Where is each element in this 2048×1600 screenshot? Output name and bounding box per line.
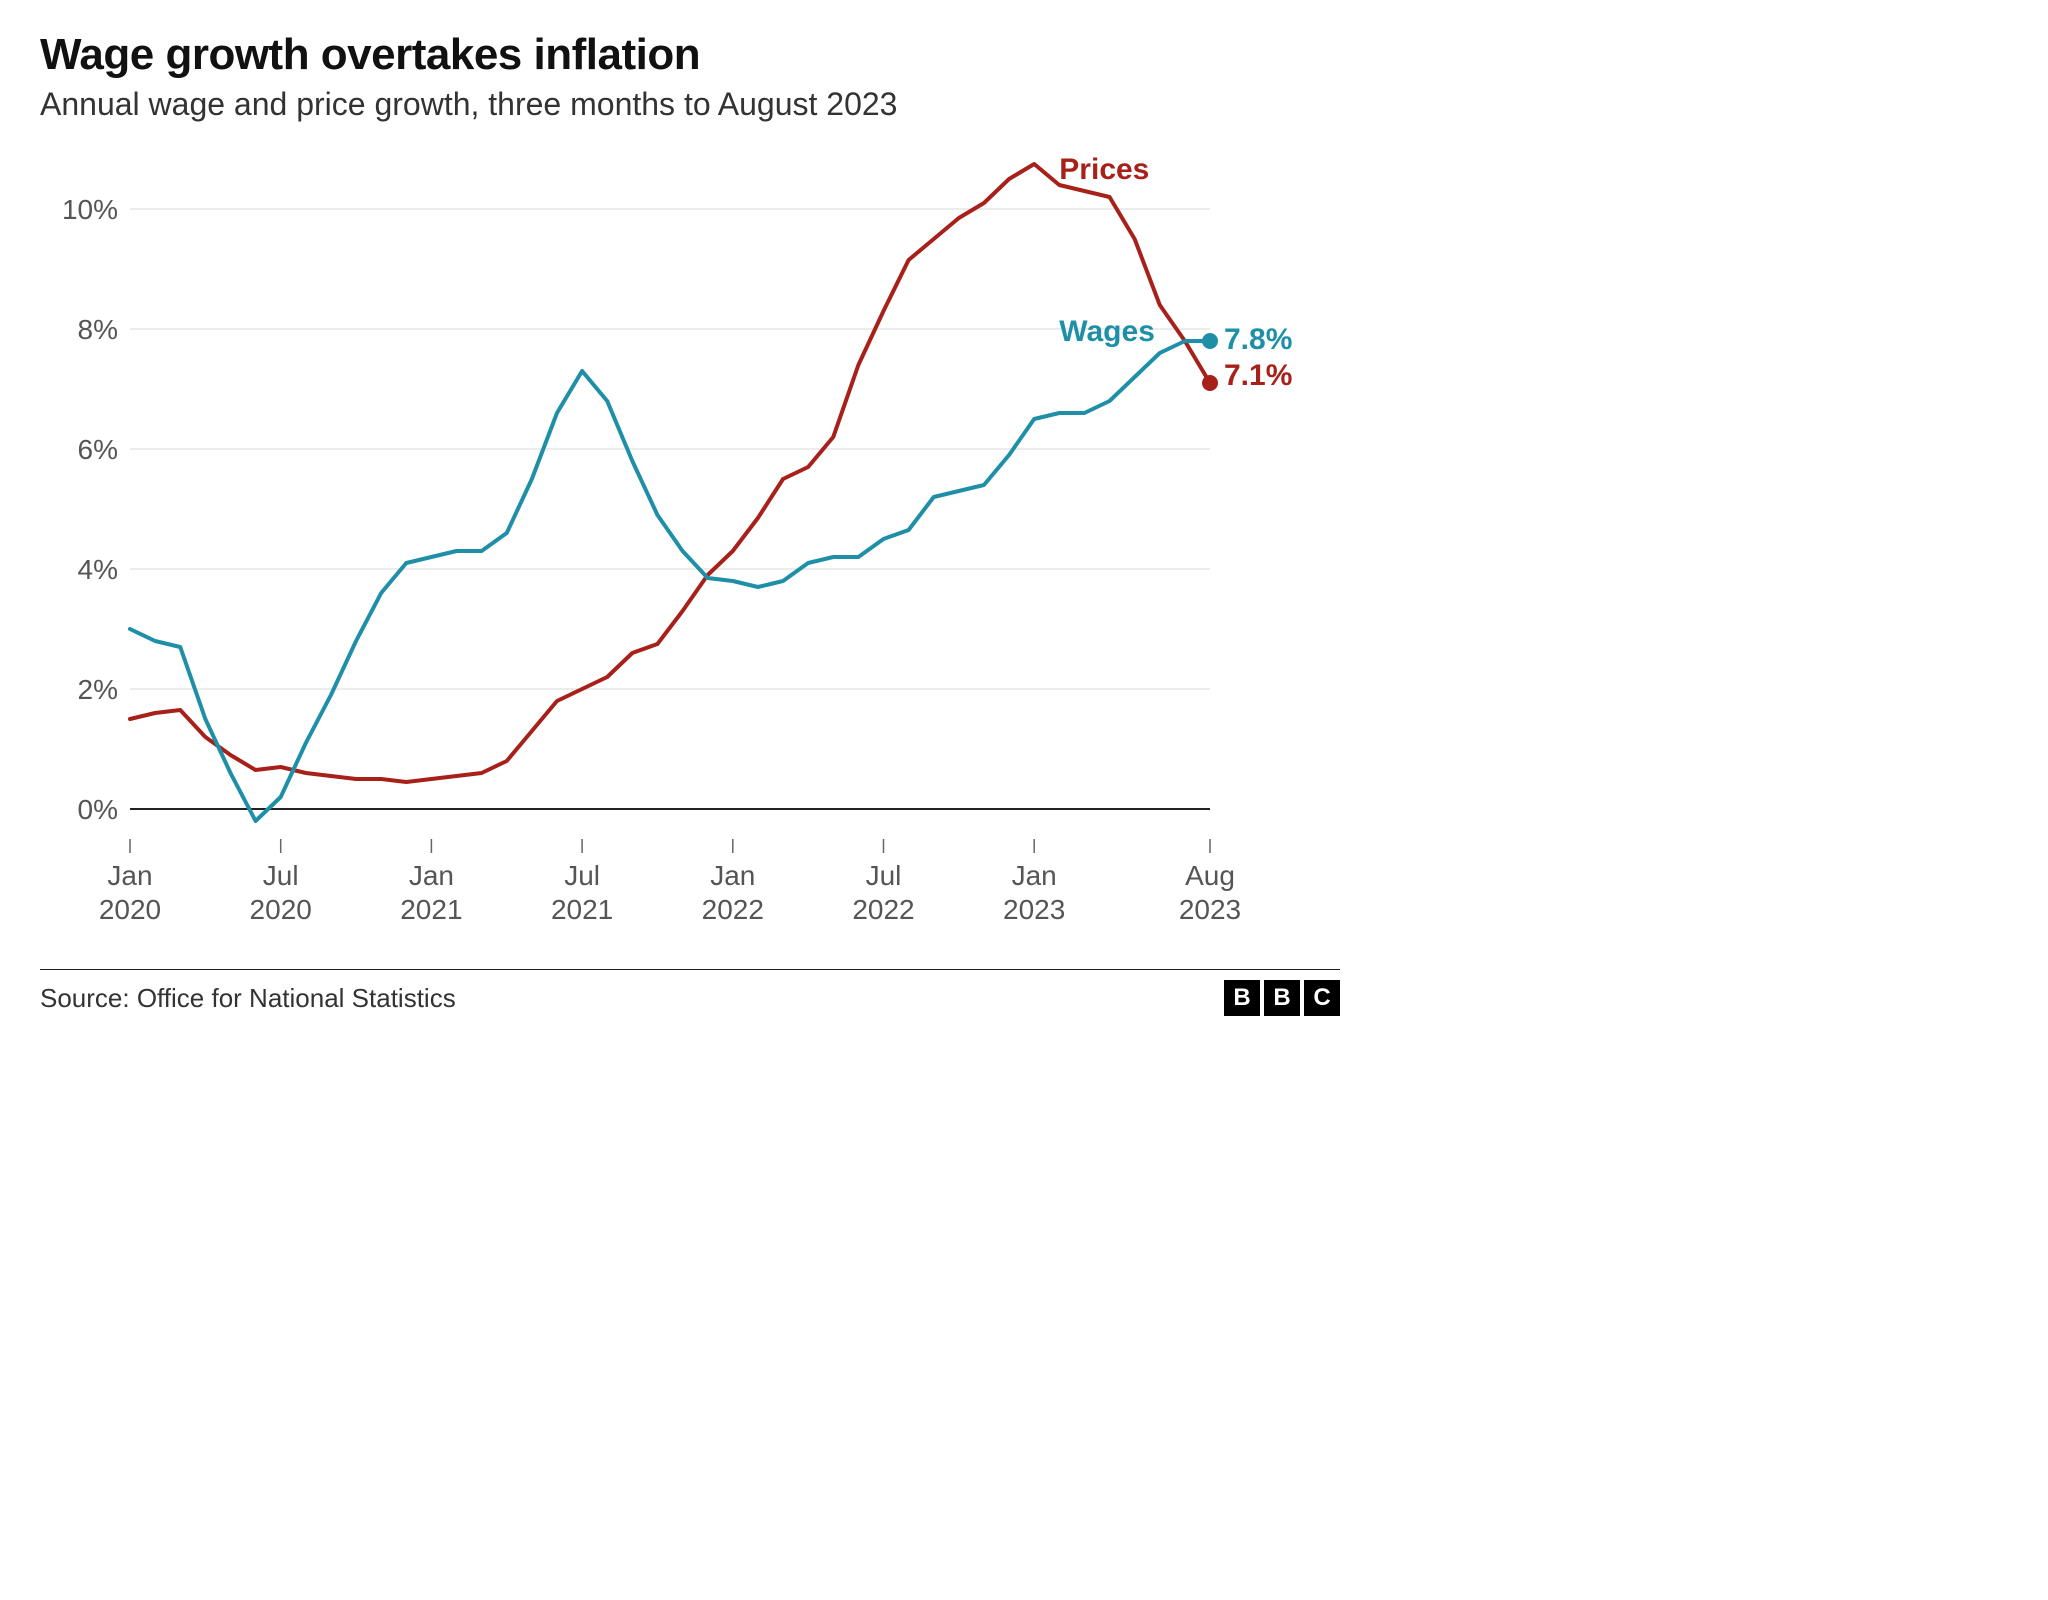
x-tick-label-top: Jan bbox=[710, 860, 755, 891]
series-end-label-wages: 7.8% bbox=[1224, 323, 1292, 356]
plot-area: 0%2%4%6%8%10%Jan2020Jul2020Jan2021Jul202… bbox=[40, 139, 1340, 959]
series-end-marker-prices bbox=[1202, 375, 1218, 391]
x-tick-label-bottom: 2023 bbox=[1179, 894, 1241, 925]
y-tick-label: 0% bbox=[78, 794, 118, 825]
source-text: Source: Office for National Statistics bbox=[40, 983, 456, 1014]
x-tick-label-bottom: 2020 bbox=[250, 894, 312, 925]
logo-letter: B bbox=[1224, 980, 1260, 1016]
y-tick-label: 10% bbox=[62, 194, 118, 225]
x-tick-label-top: Jan bbox=[409, 860, 454, 891]
x-tick-label-bottom: 2022 bbox=[702, 894, 764, 925]
y-tick-label: 6% bbox=[78, 434, 118, 465]
logo-letter: C bbox=[1304, 980, 1340, 1016]
x-tick-label-bottom: 2021 bbox=[400, 894, 462, 925]
y-tick-label: 2% bbox=[78, 674, 118, 705]
series-end-label-prices: 7.1% bbox=[1224, 359, 1292, 392]
series-label-prices: Prices bbox=[1059, 153, 1149, 186]
chart-title: Wage growth overtakes inflation bbox=[40, 30, 1340, 80]
y-tick-label: 8% bbox=[78, 314, 118, 345]
x-tick-label-top: Jan bbox=[1012, 860, 1057, 891]
x-tick-label-bottom: 2020 bbox=[99, 894, 161, 925]
series-line-wages bbox=[130, 341, 1210, 821]
x-tick-label-top: Jul bbox=[564, 860, 600, 891]
x-tick-label-bottom: 2023 bbox=[1003, 894, 1065, 925]
x-tick-label-top: Aug bbox=[1185, 860, 1235, 891]
x-tick-label-top: Jul bbox=[263, 860, 299, 891]
line-chart-svg: 0%2%4%6%8%10%Jan2020Jul2020Jan2021Jul202… bbox=[40, 139, 1340, 959]
chart-container: Wage growth overtakes inflation Annual w… bbox=[0, 0, 1380, 1036]
x-tick-label-bottom: 2021 bbox=[551, 894, 613, 925]
y-tick-label: 4% bbox=[78, 554, 118, 585]
series-end-marker-wages bbox=[1202, 333, 1218, 349]
chart-footer: Source: Office for National Statistics B… bbox=[40, 969, 1340, 1016]
x-tick-label-top: Jul bbox=[866, 860, 902, 891]
x-tick-label-bottom: 2022 bbox=[852, 894, 914, 925]
bbc-logo: BBC bbox=[1224, 980, 1340, 1016]
x-tick-label-top: Jan bbox=[107, 860, 152, 891]
chart-subtitle: Annual wage and price growth, three mont… bbox=[40, 86, 1340, 123]
logo-letter: B bbox=[1264, 980, 1300, 1016]
series-label-wages: Wages bbox=[1059, 315, 1155, 348]
